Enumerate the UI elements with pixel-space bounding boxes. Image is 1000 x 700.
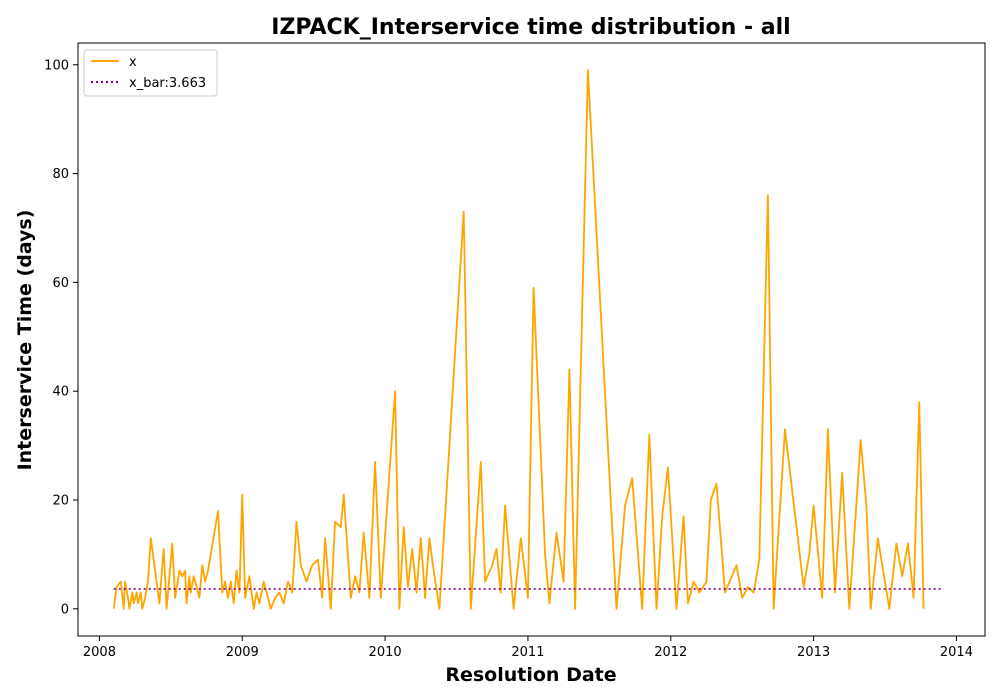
y-tick-label: 80 — [52, 167, 69, 182]
y-tick-label: 0 — [61, 602, 69, 617]
x-tick-label: 2013 — [797, 645, 830, 660]
legend-label-x: x — [129, 55, 137, 70]
legend-label-x-bar: x_bar:3.663 — [129, 76, 206, 91]
x-tick-label: 2010 — [369, 645, 402, 660]
y-tick-label: 60 — [52, 276, 69, 291]
y-tick-label: 100 — [44, 58, 69, 73]
x-axis-title: Resolution Date — [445, 664, 616, 686]
series-line-x — [112, 69, 925, 610]
chart-title: IZPACK_Interservice time distribution - … — [271, 15, 790, 40]
y-axis-title: Interservice Time (days) — [14, 210, 36, 471]
axes-ticks: 2008 2009 2010 2011 2012 2013 2014 0 20 40 60 80 100 — [44, 58, 973, 660]
x-tick-label: 2014 — [940, 645, 973, 660]
legend: x x_bar:3.663 — [83, 49, 218, 97]
plot-area — [112, 69, 944, 610]
plot-frame — [77, 42, 986, 637]
x-tick-label: 2009 — [226, 645, 259, 660]
x-tick-label: 2008 — [83, 645, 116, 660]
x-tick-label: 2012 — [654, 645, 687, 660]
y-tick-label: 20 — [52, 493, 69, 508]
y-tick-label: 40 — [52, 385, 69, 400]
x-tick-label: 2011 — [511, 645, 544, 660]
